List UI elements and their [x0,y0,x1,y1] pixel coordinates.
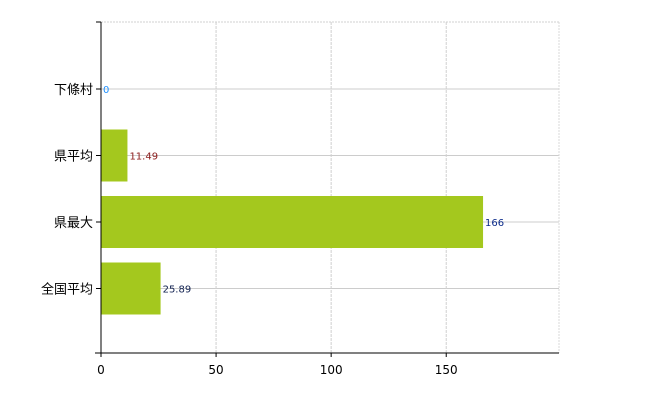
category-label: 全国平均 [41,282,93,298]
x-tick-label: 50 [208,363,223,377]
data-label: 0 [103,85,109,96]
category-label: 県最大 [54,216,93,231]
x-tick-label: 150 [435,363,458,377]
data-label: 25.89 [163,285,192,296]
bar [101,196,484,248]
x-tick-label: 0 [97,363,105,377]
data-label: 166 [485,218,504,229]
category-label: 下條村 [54,83,93,98]
category-label: 県平均 [54,150,93,165]
x-tick-label: 100 [320,363,343,377]
bar [101,262,161,315]
data-label: 11.49 [129,152,158,163]
bar [101,129,128,182]
